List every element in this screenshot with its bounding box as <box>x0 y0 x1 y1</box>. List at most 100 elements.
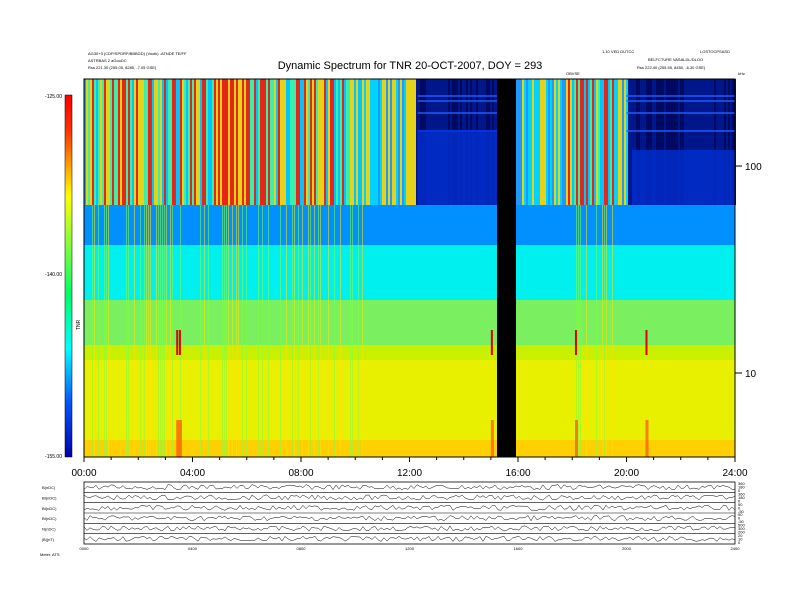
spectrum-column <box>376 79 378 205</box>
spectrum-column <box>576 79 578 205</box>
spectrum-spike <box>490 420 494 457</box>
spectrum-column <box>86 79 88 205</box>
x-tick-label: 24:00 <box>722 468 747 479</box>
spectrum-streak <box>166 205 167 457</box>
colorbar <box>64 94 73 458</box>
spectrum-streak <box>350 205 351 457</box>
spectrum-column <box>238 79 240 205</box>
spectrum-column <box>520 79 522 205</box>
spectrum-streak <box>222 205 223 457</box>
spectrum-column <box>172 79 174 205</box>
spectrum-spike <box>176 420 180 457</box>
x-tick-label: 08:00 <box>288 468 313 479</box>
spectrum-column <box>288 79 290 205</box>
spectrum-column <box>552 79 554 205</box>
x-tick-label: 04:00 <box>180 468 205 479</box>
spectrum-column <box>264 79 266 205</box>
bottom-row-label: |B|(nT) <box>42 537 55 542</box>
spectrum-streak <box>358 205 359 457</box>
spectrum-column <box>228 79 230 205</box>
spectrum-column <box>414 79 416 205</box>
spectrum-stripe <box>417 95 500 97</box>
bottom-right-tick: 0 <box>738 505 741 510</box>
spectrum-column <box>690 79 692 205</box>
spectrum-stripe <box>417 100 500 102</box>
spectrum-column <box>570 79 572 205</box>
spectrum-column <box>96 79 98 205</box>
spectrum-column <box>350 79 352 205</box>
spectrum-column <box>724 79 726 205</box>
spectrum-column <box>518 79 520 205</box>
spectrum-column <box>224 79 226 205</box>
spectrum-column <box>122 79 124 205</box>
spectrum-column <box>604 79 606 205</box>
spectrum-column <box>664 79 666 205</box>
x-tick-label: 16:00 <box>505 468 530 479</box>
spectrum-column <box>594 79 596 205</box>
spectrum-streak <box>126 205 127 457</box>
header-left-2: ASTRBAS 2 aGooDC <box>88 58 127 63</box>
spectrum-column <box>656 79 658 205</box>
bottom-x-tick-label: 1600 <box>514 546 524 551</box>
spectrum-column <box>112 79 114 205</box>
spectrum-column <box>194 79 196 205</box>
spectrum-column <box>718 79 720 205</box>
x-tick-label: 00:00 <box>71 468 96 479</box>
spectrum-column <box>354 79 356 205</box>
spectrum-column <box>528 79 530 205</box>
spectrum-column <box>316 79 318 205</box>
spectrum-column <box>390 79 392 205</box>
bottom-footer: Meter. ATS <box>40 552 60 557</box>
spectrum-streak <box>286 205 287 457</box>
spectrum-column <box>186 79 188 205</box>
spectrum-column <box>522 79 524 205</box>
spectrum-column <box>732 79 734 205</box>
spectrum-column <box>334 79 336 205</box>
spectrum-column <box>270 79 272 205</box>
bottom-x-tick-label: 2000 <box>622 546 632 551</box>
header-left-1: AG30+3 (CDP/SPDRP/BBBGD) (Voolk) -ATNDE … <box>88 51 187 56</box>
spectrum-column <box>94 79 96 205</box>
spectrum-column <box>668 79 670 205</box>
khz-label: kHz <box>738 71 745 76</box>
bottom-right-tick: 500 <box>738 523 745 528</box>
spectrum-column <box>672 79 674 205</box>
bottom-x-tick-label: 0800 <box>297 546 307 551</box>
spectrum-column <box>280 79 282 205</box>
bottom-right-tick: 180 <box>738 485 745 490</box>
spectrum-column <box>328 79 330 205</box>
spectrum-streak <box>160 205 161 457</box>
spectrum-column <box>676 79 678 205</box>
bottom-row-label: Bt(nDC) <box>42 496 57 501</box>
bottom-right-tick: 180 <box>738 495 745 500</box>
spectrum-column <box>692 79 694 205</box>
spectrum-streak <box>362 205 363 457</box>
bottom-x-tick-label: 0400 <box>188 546 198 551</box>
spectrum-column <box>386 79 388 205</box>
spectrum-column <box>686 79 688 205</box>
spectrum-column <box>134 79 136 205</box>
bottom-right-tick: 50 <box>738 502 743 507</box>
spectrum-streak <box>606 205 607 457</box>
spectrum-column <box>636 79 638 205</box>
spectrum-streak <box>310 205 311 457</box>
bottom-right-tick: 10 <box>738 536 743 541</box>
spectrum-column <box>164 79 166 205</box>
spectrum-column <box>568 79 570 205</box>
bottom-row-trace <box>83 504 736 511</box>
spectrum-column <box>378 79 380 205</box>
bottom-row-label: B(nDC) <box>42 485 56 490</box>
spectrum-column <box>190 79 192 205</box>
spectrum-column <box>256 79 258 205</box>
spectrum-column <box>618 79 620 205</box>
spectrum-streak <box>294 205 295 457</box>
spectrum-column <box>526 79 528 205</box>
spectrum-column <box>114 79 116 205</box>
spectrum-streak <box>238 205 239 457</box>
spectrogram-plot <box>83 78 736 458</box>
spectrum-column <box>98 79 100 205</box>
spectrum-streak <box>328 205 329 457</box>
spectrum-column <box>566 79 568 205</box>
bottom-row-trace <box>83 535 736 542</box>
